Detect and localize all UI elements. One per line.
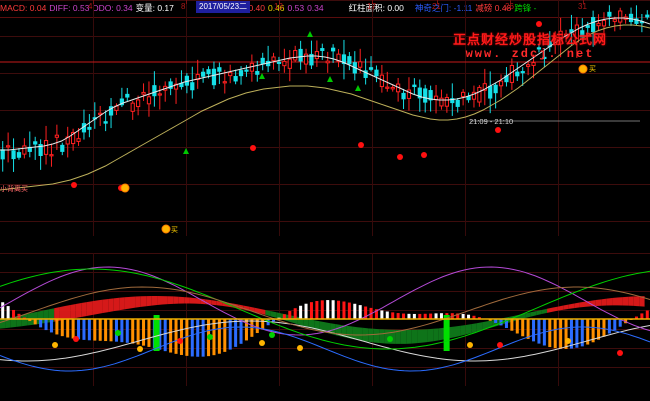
date-tick-4: 21 — [432, 2, 441, 11]
marker-label-left: 小背离买 — [0, 186, 28, 193]
info-item-6: 0.46 — [267, 3, 285, 13]
price-chart-panel[interactable]: 小背离买 买 买 21:09 - 21:10 正点财经炒股指标公式网 www. … — [0, 0, 650, 236]
info-item-11: 减磅 0.48 — [475, 3, 512, 13]
macd-chart-svg — [0, 266, 650, 372]
date-tick-6: 31 — [578, 2, 587, 11]
info-item-9: 红柱面积: 0.00 — [348, 3, 404, 13]
date-tick-5: 26 — [505, 2, 514, 11]
info-item-12: 跨锋 - — [514, 3, 537, 13]
marker-label-buy-right: 买 — [589, 66, 596, 73]
info-item-3: 变量: 0.17 — [135, 3, 174, 13]
date-tick-2: 13 — [274, 2, 283, 11]
info-item-2: DDO: 0.34 — [92, 3, 133, 13]
date-tick-0: 4 — [88, 2, 93, 11]
date-tick-3: 17 — [367, 2, 376, 11]
info-item-7: 0.53 — [287, 3, 305, 13]
price-chart-svg — [0, 5, 650, 234]
selected-date-label: 2017/05/23二 — [196, 1, 251, 13]
date-tick-1: 8 — [181, 2, 186, 11]
info-item-1: DIFF: 0.53 — [49, 3, 90, 13]
info-item-10: 神奇之门: -1.11 — [414, 3, 473, 13]
marker-label-buy-mid: 买 — [171, 227, 178, 234]
date-axis[interactable]: 2017/05/23二 4 8 13 17 21 26 31 — [0, 0, 650, 33]
macd-indicator-panel[interactable]: 正点财经炒股指标公式网 www. zdcj. net — [0, 253, 650, 386]
info-item-8: 0.34 — [307, 3, 324, 13]
info-item-5: 0.40 — [248, 3, 265, 13]
info-item-0: MACD: 0.04 — [0, 3, 47, 13]
time-annotation: 21:09 - 21:10 — [469, 117, 514, 126]
